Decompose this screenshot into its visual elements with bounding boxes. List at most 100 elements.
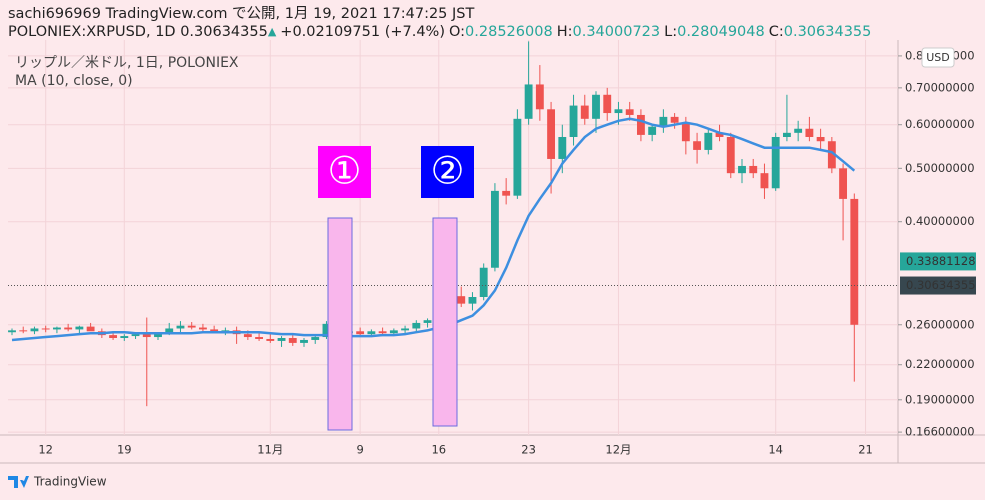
candle-body	[86, 326, 95, 332]
candle-body	[636, 114, 645, 135]
candle-body	[198, 327, 207, 330]
price-label-box	[900, 276, 976, 295]
candle-body	[300, 339, 308, 343]
candle-body	[569, 105, 578, 137]
candle-body	[670, 116, 679, 123]
price-label-box	[900, 252, 976, 271]
x-tick-label: 12	[38, 443, 53, 457]
candle-body	[704, 132, 713, 150]
y-tick-label: 0.40000000	[905, 214, 975, 228]
candle-body	[412, 322, 421, 329]
low: 0.28049048	[677, 24, 765, 40]
candle-body	[625, 109, 634, 115]
candle-body	[288, 338, 297, 343]
candle-body	[592, 94, 600, 119]
candle-body	[738, 165, 746, 174]
annotation-box	[421, 146, 474, 198]
candle-body	[389, 330, 398, 334]
legend-ma: MA (10, close, 0)	[15, 73, 133, 89]
candle-body	[401, 328, 410, 331]
candle-body	[580, 105, 589, 119]
price-label: 0.30634355	[906, 278, 976, 292]
y-tick-label: 0.26000000	[905, 317, 975, 331]
symbol: POLONIEX:XRPUSD, 1D 0.30634355	[8, 24, 268, 40]
candle-body	[502, 190, 511, 196]
candle-body	[771, 136, 780, 189]
y-tick-label: 0.70000000	[905, 80, 975, 94]
candle-body	[210, 329, 219, 332]
candle-body	[266, 338, 275, 341]
candle-body	[356, 331, 365, 335]
candle-body	[255, 337, 264, 339]
candle-body	[782, 132, 791, 137]
candle-body	[850, 198, 859, 325]
candle-body	[120, 336, 129, 339]
high: 0.34000723	[572, 24, 660, 40]
currency[interactable]: USD	[926, 51, 950, 64]
candle-body	[165, 328, 174, 334]
x-tick-label: 12月	[605, 443, 631, 457]
candle-body	[64, 327, 73, 330]
candle-body	[109, 335, 118, 339]
candle-body	[726, 136, 735, 174]
high-label: H:	[557, 24, 573, 40]
open-label: O:	[449, 24, 465, 40]
candle-body	[142, 334, 151, 338]
candle-body	[243, 334, 252, 338]
candle-body	[176, 325, 185, 329]
candle-body	[693, 141, 702, 150]
low-label: L:	[664, 24, 677, 40]
candle-body	[749, 165, 758, 174]
x-tick-label: 23	[521, 443, 536, 457]
candle-body	[19, 330, 28, 332]
candle-body	[277, 338, 286, 341]
candle-body	[311, 337, 320, 340]
candle-body	[479, 267, 488, 297]
y-tick-label: 0.16600000	[905, 425, 975, 439]
brand-logo	[8, 476, 29, 488]
y-tick-label: 0.19000000	[905, 392, 975, 406]
currency-box[interactable]	[921, 47, 955, 68]
arrow: ▲	[268, 25, 277, 38]
candle-body	[131, 334, 140, 337]
ohlc-line: POLONIEX:XRPUSD, 1D 0.30634355▲ +0.021097…	[8, 24, 871, 40]
open: 0.28526008	[465, 24, 553, 40]
annotation: ②	[430, 149, 464, 193]
y-tick-label: 0.50000000	[905, 161, 975, 175]
legend-title: リップル／米ドル, 1日, POLONIEX	[15, 55, 239, 71]
candle-body	[75, 326, 84, 330]
annotation-box	[318, 146, 371, 198]
y-tick-label: 0.60000000	[905, 117, 975, 131]
candle-body	[827, 141, 836, 169]
candle-body	[805, 128, 814, 137]
candle-body	[659, 116, 668, 127]
candle-body	[367, 331, 376, 335]
candle-body	[30, 328, 39, 332]
candle-body	[839, 168, 848, 199]
candle-body	[52, 327, 61, 330]
change: +0.02109751 (+7.4%)	[280, 24, 445, 40]
x-tick-label: 21	[858, 443, 873, 457]
candle-body	[513, 118, 522, 196]
candle-body	[614, 109, 623, 114]
close: 0.30634355	[784, 24, 872, 40]
x-tick-label: 14	[768, 443, 783, 457]
highlight-box	[432, 217, 458, 427]
close-label: C:	[769, 24, 784, 40]
candle-body	[322, 323, 331, 338]
candle-body	[760, 173, 769, 189]
candle-body	[603, 94, 612, 114]
brand: TradingView	[33, 475, 107, 489]
candle-body	[490, 190, 499, 268]
candle-body	[378, 331, 387, 334]
candle-body	[468, 296, 477, 304]
highlight-box	[327, 217, 353, 431]
candle-body	[681, 122, 690, 142]
published-line: sachi696969 TradingView.com で公開, 1月 19, …	[8, 6, 475, 22]
candle-body	[535, 84, 544, 110]
x-tick-label: 16	[431, 443, 446, 457]
candle-body	[41, 328, 50, 330]
x-tick-label: 11月	[257, 443, 283, 457]
